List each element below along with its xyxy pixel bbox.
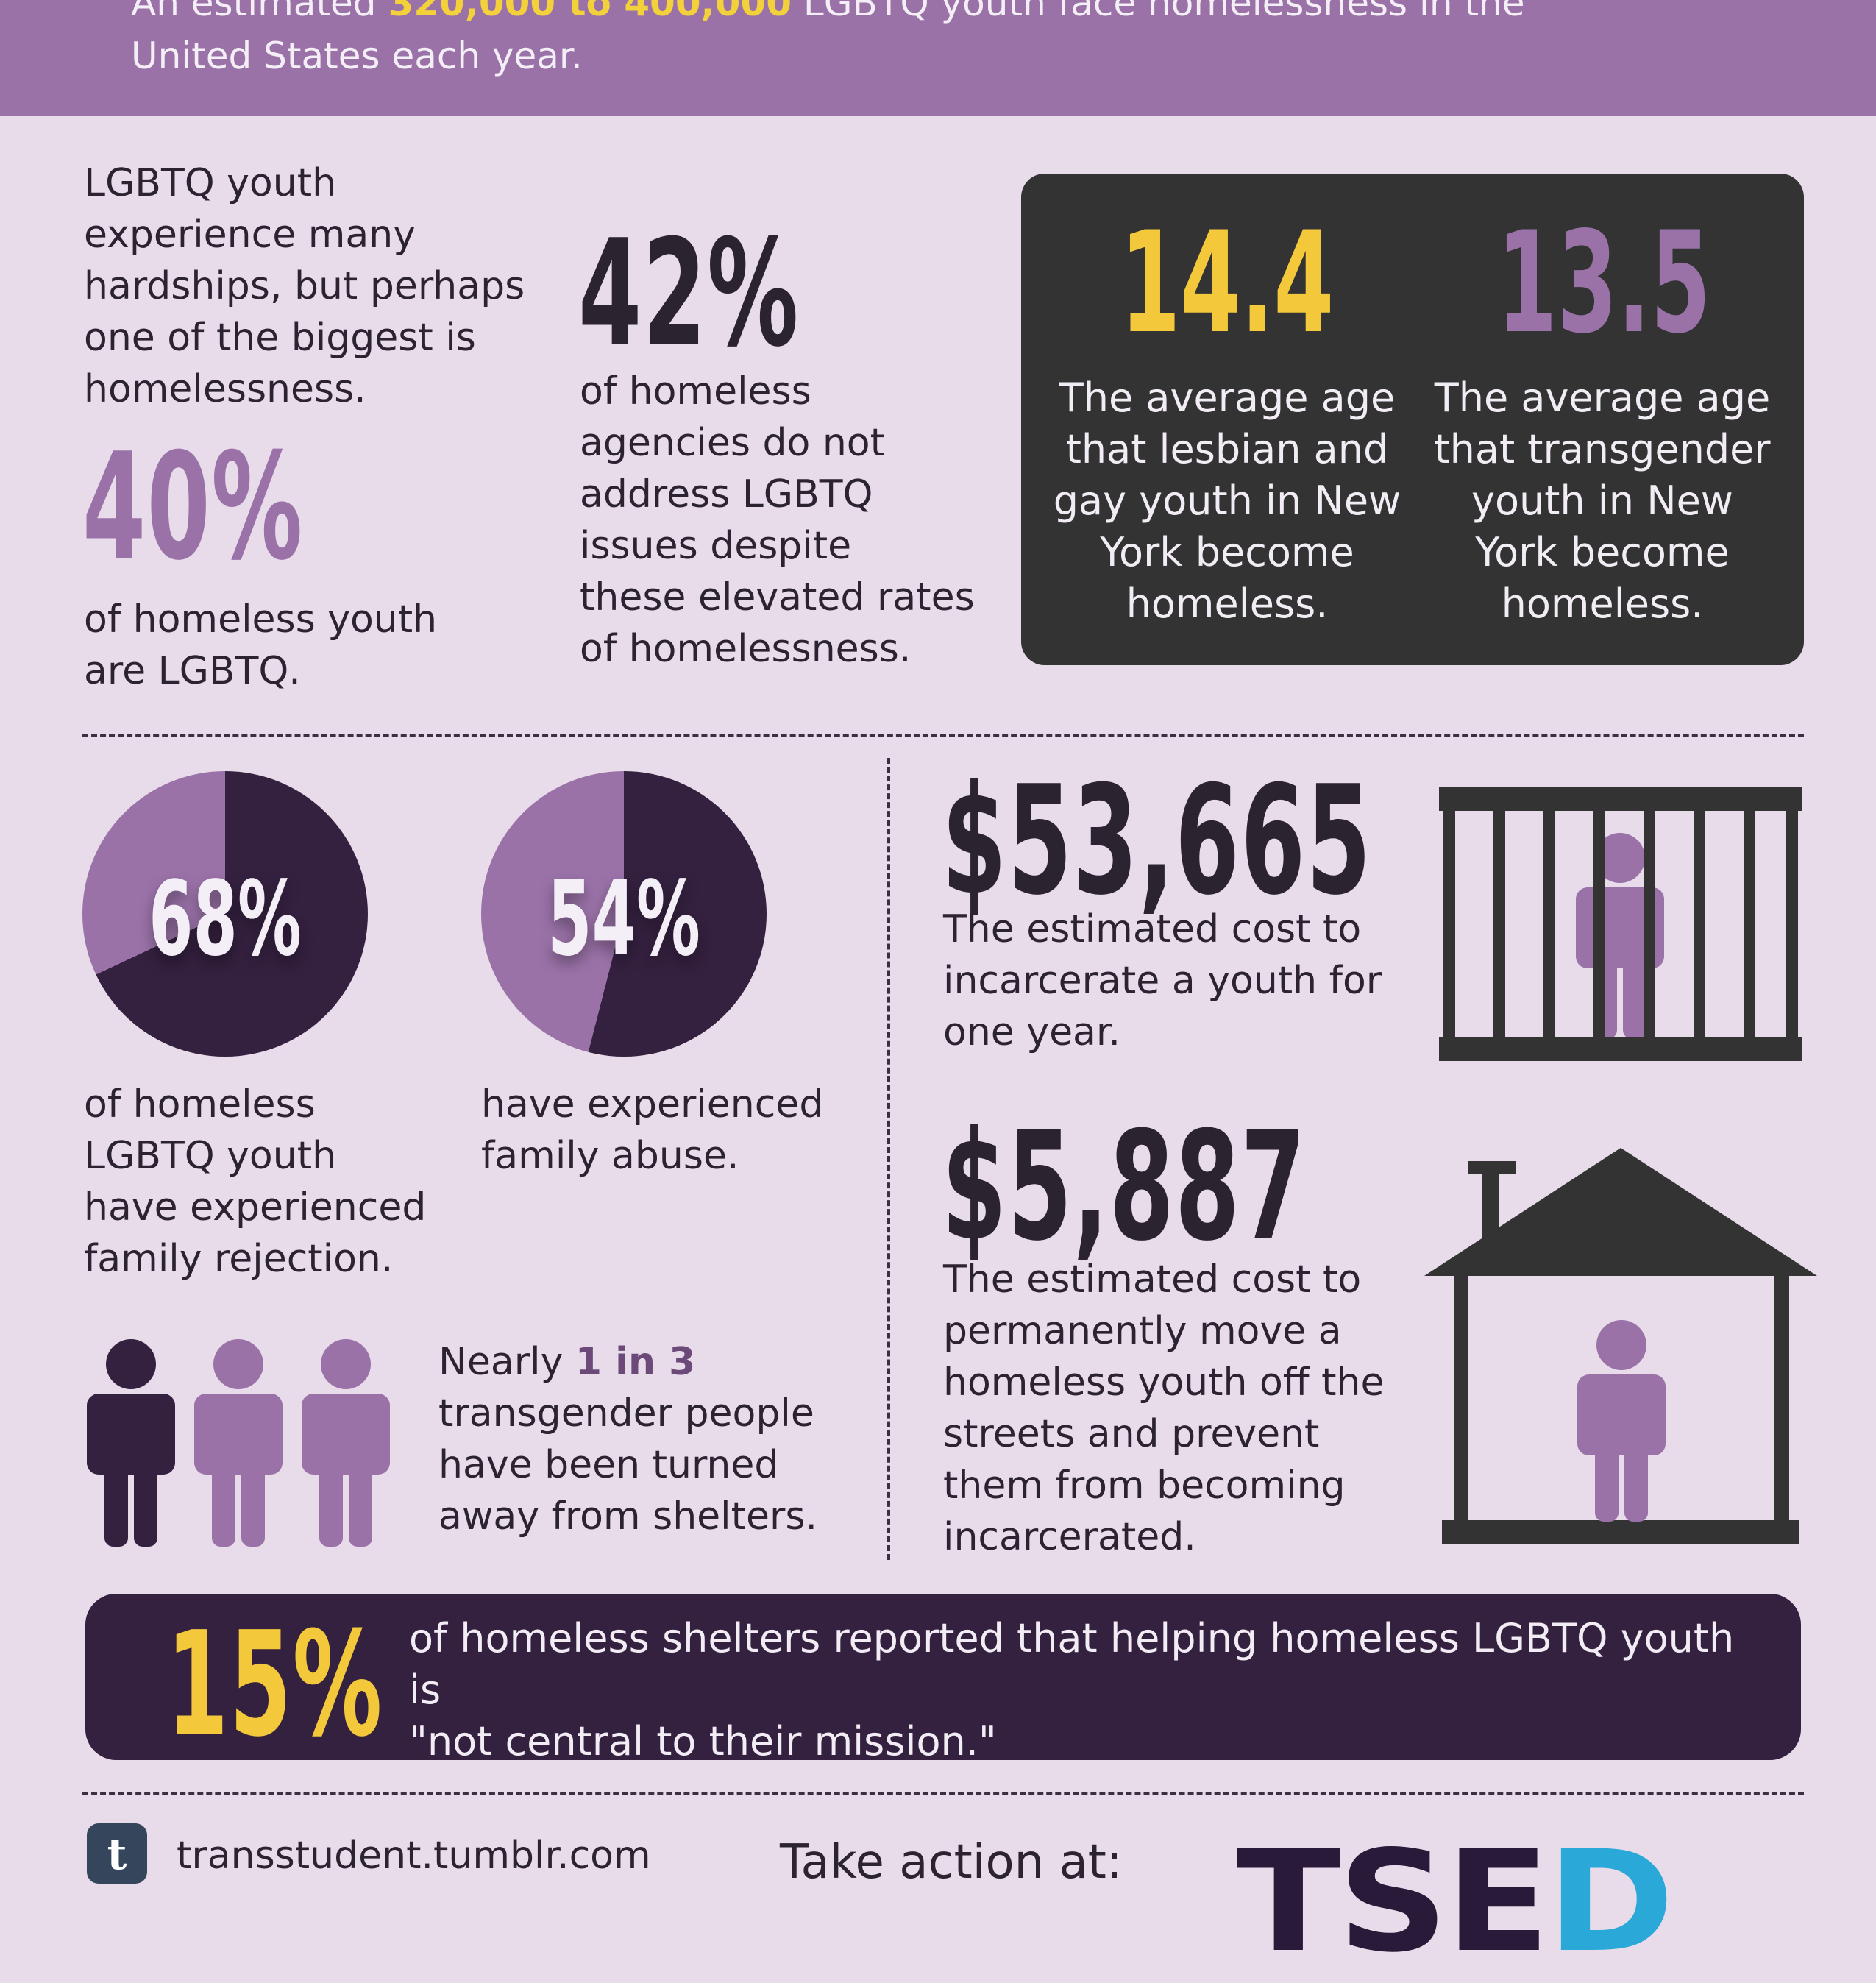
age-lesbian-gay-caption: The average age that lesbian and gay you… [1053, 375, 1401, 627]
pie-54-label: 54% [547, 859, 700, 979]
average-age-panel [1021, 174, 1804, 665]
tsed-logo[interactable]: TSED [1236, 1820, 1674, 1983]
age-transgender-caption: The average age that transgender youth i… [1434, 375, 1771, 627]
divider-upper [82, 734, 1804, 737]
pie-chart-68 [82, 771, 368, 1057]
housing-cost-caption: The estimated cost to permanently move a… [943, 1257, 1385, 1559]
pie-68-label: 68% [149, 859, 302, 979]
mission-value: 15% [166, 1601, 383, 1769]
mission-banner [85, 1594, 1801, 1760]
pie-54-caption: have experienced family abuse. [481, 1082, 824, 1178]
person-in-house-icon [1577, 1320, 1666, 1522]
top-banner [0, 0, 1876, 116]
person-purple-icon [302, 1339, 390, 1547]
shelters-turned-away-text: Nearly 1 in 3 transgender people have be… [438, 1340, 817, 1539]
take-action-label: Take action at: [780, 1835, 1123, 1890]
stat-40-caption: of homeless youth are LGBTQ. [84, 597, 438, 693]
person-dark-icon [87, 1339, 175, 1547]
housing-cost-value: $5,887 [942, 1100, 1307, 1274]
banner-statement: An estimated 320,000 to 400,000 LGBTQ yo… [131, 0, 1602, 82]
pie-chart-54 [481, 771, 767, 1057]
divider-vertical [887, 758, 890, 1560]
mission-caption: of homeless shelters reported that helpi… [409, 1615, 1735, 1764]
stat-42-value: 42% [578, 208, 800, 380]
incarcerate-cost-value: $53,665 [942, 754, 1372, 929]
jail-cell-icon [1439, 787, 1802, 1061]
age-transgender-value: 13.5 [1496, 202, 1711, 364]
banner-highlight: 320,000 to 400,000 [388, 0, 792, 24]
people-1-in-3-icon [87, 1339, 390, 1547]
tumblr-link[interactable]: transstudent.tumblr.com [177, 1834, 651, 1878]
tumblr-icon[interactable]: t [87, 1823, 147, 1884]
age-lesbian-gay-value: 14.4 [1120, 202, 1335, 364]
house-icon [1424, 1148, 1817, 1544]
stat-42-caption: of homeless agencies do not address LGBT… [580, 369, 975, 671]
stat-40-value: 40% [82, 422, 304, 593]
pie-68-caption: of homeless LGBTQ youth have experienced… [84, 1082, 427, 1281]
incarcerate-cost-caption: The estimated cost to incarcerate a yout… [943, 907, 1382, 1054]
person-purple-icon [194, 1339, 283, 1547]
divider-lower [82, 1792, 1804, 1795]
intro-text: LGBTQ youth experience many hardships, b… [84, 161, 525, 411]
